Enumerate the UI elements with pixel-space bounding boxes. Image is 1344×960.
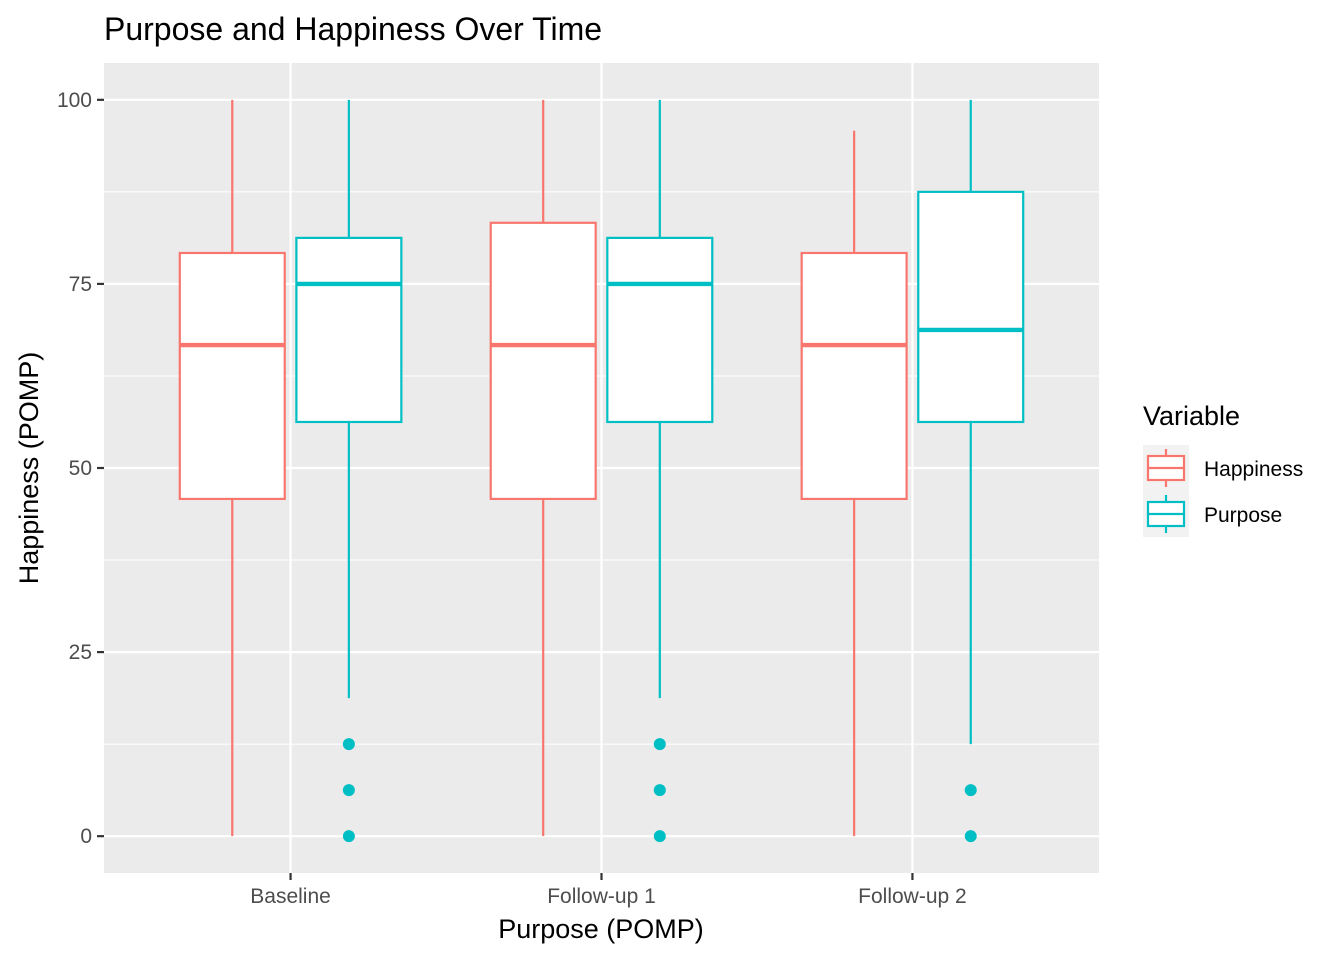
x-axis-title: Purpose (POMP)	[498, 914, 704, 944]
x-tick-label: Follow-up 2	[858, 885, 967, 908]
box-body	[800, 251, 908, 501]
box-body	[295, 236, 403, 424]
y-tick-label: 75	[69, 273, 92, 296]
box-happiness-0	[178, 99, 286, 837]
outlier-point	[342, 738, 355, 751]
box-purpose-2	[917, 99, 1025, 843]
x-tick-label: Follow-up 1	[547, 885, 656, 908]
y-tick-label: 25	[69, 641, 92, 664]
box-happiness-2	[800, 130, 908, 837]
legend-label: Purpose	[1204, 504, 1282, 527]
chart-title: Purpose and Happiness Over Time	[104, 11, 602, 47]
outlier-point	[653, 830, 666, 843]
box-body	[489, 221, 597, 501]
box-body	[917, 190, 1025, 424]
legend-item-purpose: Purpose	[1143, 491, 1282, 537]
outlier-point	[342, 830, 355, 843]
axes: 0 25 50 75 100 Baseline Follow-up 1 Follow-up 2	[57, 89, 967, 908]
outlier-point	[964, 830, 977, 843]
y-tick-label: 50	[69, 457, 92, 480]
outlier-point	[653, 738, 666, 751]
y-tick-label: 100	[57, 89, 92, 112]
legend-title: Variable	[1143, 401, 1240, 431]
x-tick-label: Baseline	[250, 885, 331, 908]
box-happiness-1	[489, 99, 597, 837]
box-purpose-1	[606, 99, 714, 843]
box-body	[606, 236, 714, 424]
outlier-point	[342, 784, 355, 797]
legend-label: Happiness	[1204, 458, 1303, 481]
box-body	[178, 251, 286, 501]
legend-item-happiness: Happiness	[1143, 445, 1303, 491]
boxplots	[178, 99, 1025, 843]
box-purpose-0	[295, 99, 403, 843]
y-tick-label: 0	[80, 825, 92, 848]
legend: Variable Happiness Purpose	[1143, 401, 1303, 537]
y-axis-title: Happiness (POMP)	[14, 352, 44, 585]
outlier-point	[653, 784, 666, 797]
outlier-point	[964, 784, 977, 797]
